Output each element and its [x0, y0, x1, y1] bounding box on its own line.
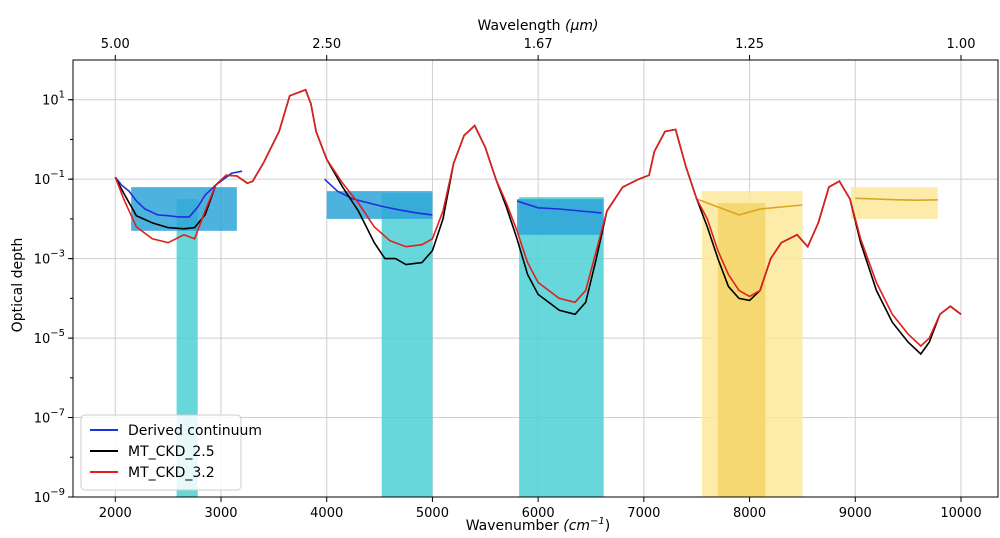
series-line-mt-ckd-3-2 [114, 88, 962, 348]
y-tick-label: 10−7 [34, 408, 65, 427]
top-axis-title: Wavelength (μm) [478, 18, 599, 34]
derived-gold-line [855, 197, 938, 202]
x-tick-label: 3000 [204, 506, 237, 521]
band-cyan-outer [381, 193, 433, 497]
top-tick-label: 1.00 [947, 37, 976, 52]
y-tick-label: 10−5 [34, 328, 65, 347]
x-axis-ticks: 2000 3000 4000 5000 6000 7000 8000 9000 10000 [99, 497, 982, 521]
x-tick-label: 7000 [627, 506, 660, 521]
band-cyan-inner [131, 187, 237, 231]
y-axis-ticks: 101 10−1 10−3 10−5 10−7 10−9 [34, 90, 73, 506]
x-tick-label: 2000 [99, 506, 132, 521]
x-tick-label: 4000 [310, 506, 343, 521]
top-axis-ticks: 5.00 2.50 1.67 1.25 1.00 [101, 37, 976, 60]
x-tick-label: 6000 [522, 506, 555, 521]
series-line-derived-continuum [114, 170, 243, 218]
legend-label: MT_CKD_2.5 [128, 444, 215, 460]
x-tick-label: 8000 [733, 506, 766, 521]
legend-label: MT_CKD_3.2 [128, 465, 215, 481]
x-axis-title: Wavenumber (cm−1) [466, 516, 611, 534]
top-tick-label: 5.00 [101, 37, 130, 52]
band-gold-outer [851, 187, 938, 219]
y-tick-label: 10−3 [34, 249, 65, 268]
top-tick-label: 1.25 [735, 37, 764, 52]
y-axis-title: Optical depth [10, 238, 26, 333]
derived-gold-line [696, 198, 803, 216]
top-tick-label: 1.67 [524, 37, 553, 52]
series-line-derived-continuum [516, 200, 602, 214]
top-tick-label: 2.50 [312, 37, 341, 52]
y-tick-label: 101 [42, 90, 65, 109]
x-tick-label: 5000 [416, 506, 449, 521]
legend-label: Derived continuum [128, 423, 262, 439]
y-tick-label: 10−9 [34, 487, 65, 506]
band-cyan-outer [519, 197, 604, 498]
y-tick-label: 10−1 [34, 169, 65, 188]
plot-frame [72, 59, 999, 498]
legend: Derived continuum MT_CKD_2.5 MT_CKD_3.2 [80, 414, 262, 491]
series-line-derived-continuum [324, 178, 433, 216]
x-tick-label: 10000 [940, 506, 981, 521]
x-tick-label: 9000 [839, 506, 872, 521]
band-gold-inner [717, 203, 766, 497]
series-lines [114, 88, 962, 356]
legend-box [80, 414, 242, 491]
